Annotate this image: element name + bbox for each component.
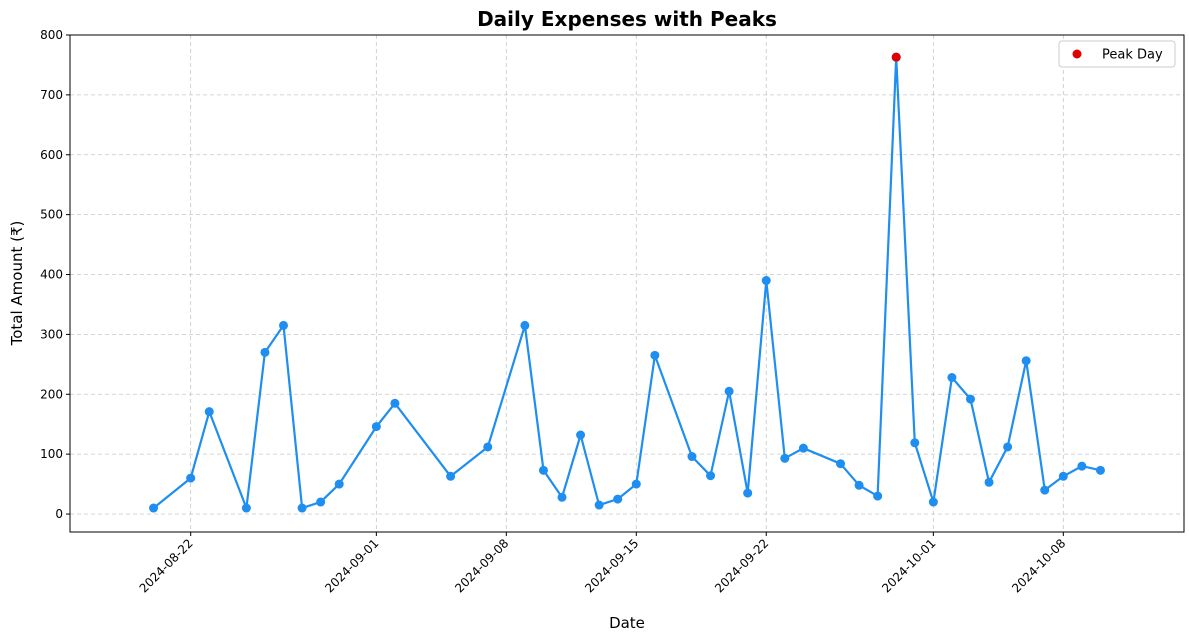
grid [70, 34, 1184, 532]
data-point [650, 350, 660, 360]
data-point [1040, 485, 1050, 495]
data-point [873, 491, 883, 501]
data-point [446, 471, 456, 481]
data-point [260, 347, 270, 357]
data-point [743, 488, 753, 498]
y-axis-ticks: 0 100 200 300 400 500 600 700 800 [40, 28, 70, 521]
plot-frame [69, 34, 1185, 533]
data-point [1058, 471, 1068, 481]
data-point [557, 492, 567, 502]
data-point [149, 503, 159, 513]
data-point [984, 477, 994, 487]
data-point [594, 500, 604, 510]
data-point [724, 386, 734, 396]
data-point [928, 497, 938, 507]
y-axis-title: Total Amount (₹) [8, 221, 26, 347]
x-tick-label: 2024-09-22 [712, 536, 771, 595]
x-tick-label: 2024-09-15 [582, 536, 641, 595]
data-point [241, 503, 251, 513]
chart-title: Daily Expenses with Peaks [477, 7, 777, 31]
data-point [297, 503, 307, 513]
data-point [204, 407, 214, 417]
x-tick-label: 2024-08-22 [137, 536, 196, 595]
data-point [371, 422, 381, 432]
data-point [1077, 461, 1087, 471]
data-point [279, 320, 289, 330]
y-tick-label: 800 [40, 28, 63, 42]
x-tick-label: 2024-10-08 [1009, 536, 1068, 595]
data-point [631, 479, 641, 489]
x-tick-label: 2024-09-08 [452, 536, 511, 595]
x-tick-label: 2024-09-01 [322, 536, 381, 595]
data-point [1003, 442, 1013, 452]
data-point [186, 473, 196, 483]
y-tick-label: 200 [40, 387, 63, 401]
data-point [390, 398, 400, 408]
y-tick-label: 300 [40, 327, 63, 341]
x-axis-ticks: 2024-08-22 2024-09-01 2024-09-08 2024-09-15… [137, 532, 1068, 595]
x-axis-title: Date [609, 614, 645, 632]
data-point [576, 430, 586, 440]
data-point [1095, 465, 1105, 475]
data-point [687, 452, 697, 462]
expense-line [152, 56, 1101, 510]
legend-label-peak-day: Peak Day [1102, 48, 1163, 63]
data-point [836, 459, 846, 469]
legend-box [1058, 40, 1176, 68]
data-point [761, 276, 771, 286]
data-point [798, 443, 808, 453]
data-point [334, 479, 344, 489]
y-tick-label: 400 [40, 268, 63, 282]
data-point [520, 320, 530, 330]
legend-marker-peak-day [1072, 49, 1082, 59]
data-point [965, 394, 975, 404]
data-point [854, 480, 864, 490]
data-point [706, 471, 716, 481]
data-point [1021, 356, 1031, 366]
y-tick-label: 500 [40, 208, 63, 222]
peak-day-point [891, 52, 901, 62]
series-layer [149, 52, 1105, 513]
data-point [316, 497, 326, 507]
y-tick-label: 700 [40, 88, 63, 102]
y-tick-label: 600 [40, 148, 63, 162]
data-point [910, 438, 920, 448]
data-point [613, 494, 623, 504]
data-point [947, 373, 957, 383]
data-point [538, 465, 548, 475]
data-point [483, 442, 493, 452]
data-point [780, 453, 790, 463]
legend: Peak Day [1058, 40, 1176, 68]
y-tick-label: 0 [55, 507, 63, 521]
y-tick-label: 100 [40, 447, 63, 461]
x-tick-label: 2024-10-01 [879, 536, 938, 595]
